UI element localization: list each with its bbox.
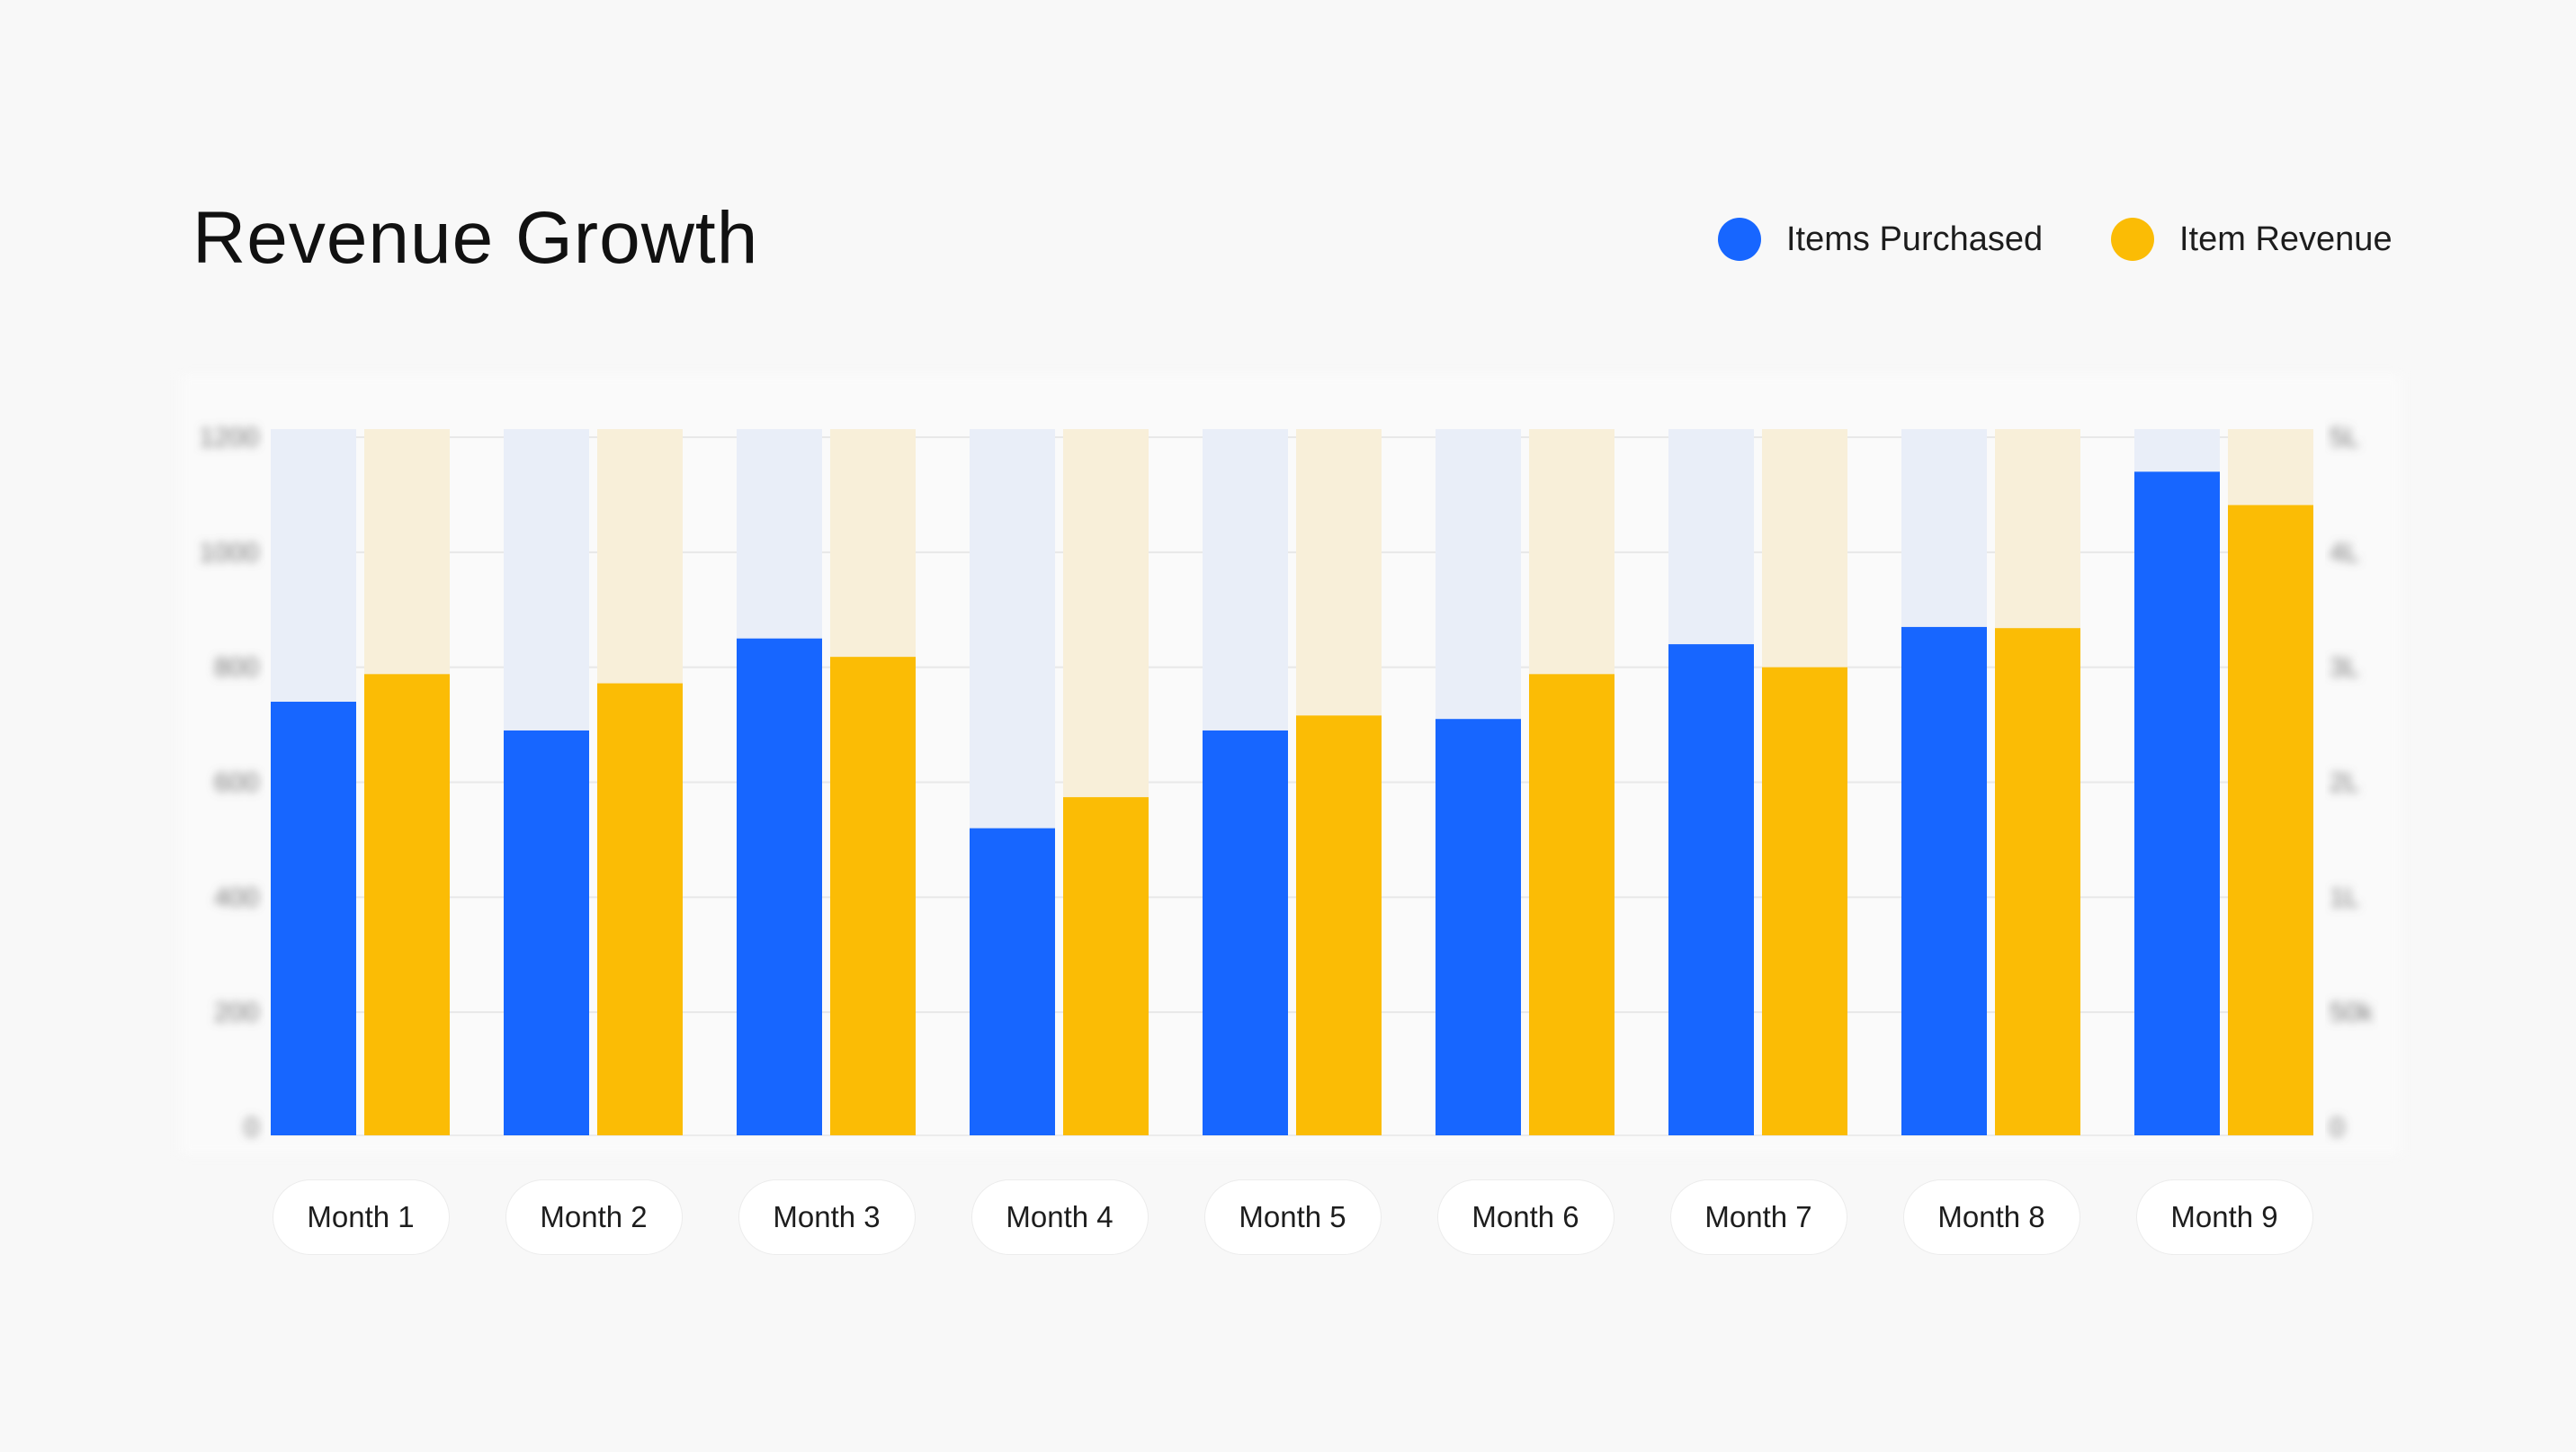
legend-item-item-revenue: Item Revenue — [2111, 218, 2393, 261]
legend-swatch — [1718, 218, 1761, 261]
bar-items-purchased — [1668, 644, 1754, 1135]
bar-items-purchased — [970, 828, 1055, 1135]
left-tick-label: 1200 — [199, 423, 259, 453]
right-tick-label: 50k — [2330, 998, 2374, 1027]
x-tick-label: Month 6 — [1436, 1179, 1614, 1255]
right-axis: 0 50k 1L 2L 3L 4L 5L — [2330, 423, 2374, 1143]
right-tick-label: 2L — [2330, 768, 2359, 798]
left-axis: 0 200 400 600 800 1000 1200 — [199, 423, 259, 1143]
right-tick-label: 4L — [2330, 538, 2359, 568]
x-tick-label: Month 3 — [738, 1179, 916, 1255]
left-tick-label: 1000 — [199, 538, 259, 568]
bar-item-revenue — [830, 657, 916, 1135]
bar-items-purchased — [1203, 730, 1288, 1135]
x-tick-label: Month 4 — [970, 1179, 1149, 1255]
bar-item-revenue — [1995, 628, 2080, 1135]
left-tick-label: 800 — [214, 653, 259, 683]
bar-item-revenue — [1296, 715, 1382, 1135]
x-tick-label: Month 9 — [2135, 1179, 2313, 1255]
x-tick-label: Month 7 — [1669, 1179, 1847, 1255]
left-tick-label: 0 — [244, 1113, 259, 1143]
x-tick-label: Month 2 — [505, 1179, 683, 1255]
x-tick-label: Month 5 — [1203, 1179, 1382, 1255]
bar-item-revenue — [2228, 505, 2313, 1135]
bar-items-purchased — [2134, 471, 2220, 1135]
chart-title: Revenue Growth — [192, 197, 759, 279]
right-tick-label: 1L — [2330, 883, 2359, 912]
bar-item-revenue — [597, 683, 683, 1135]
bar-items-purchased — [271, 702, 356, 1135]
right-tick-label: 5L — [2330, 423, 2359, 453]
bar-item-revenue — [1529, 674, 1614, 1135]
bar-item-revenue — [1762, 667, 1847, 1135]
left-tick-label: 200 — [214, 998, 259, 1027]
left-tick-label: 600 — [214, 768, 259, 798]
right-tick-label: 3L — [2330, 653, 2359, 683]
legend-swatch — [2111, 218, 2154, 261]
legend-label: Item Revenue — [2179, 220, 2393, 258]
bar-items-purchased — [737, 638, 822, 1135]
bar-items-purchased — [1901, 626, 1987, 1135]
x-tick-label: Month 8 — [1902, 1179, 2080, 1255]
bar-item-revenue — [364, 674, 450, 1135]
legend-label: Items Purchased — [1786, 220, 2044, 258]
legend-item-items-purchased: Items Purchased — [1718, 218, 2043, 261]
left-tick-label: 400 — [214, 883, 259, 912]
bar-items-purchased — [1436, 719, 1521, 1135]
right-tick-label: 0 — [2330, 1113, 2345, 1143]
bar-items-purchased — [504, 730, 589, 1135]
x-tick-label: Month 1 — [272, 1179, 450, 1255]
bar-item-revenue — [1063, 797, 1149, 1135]
